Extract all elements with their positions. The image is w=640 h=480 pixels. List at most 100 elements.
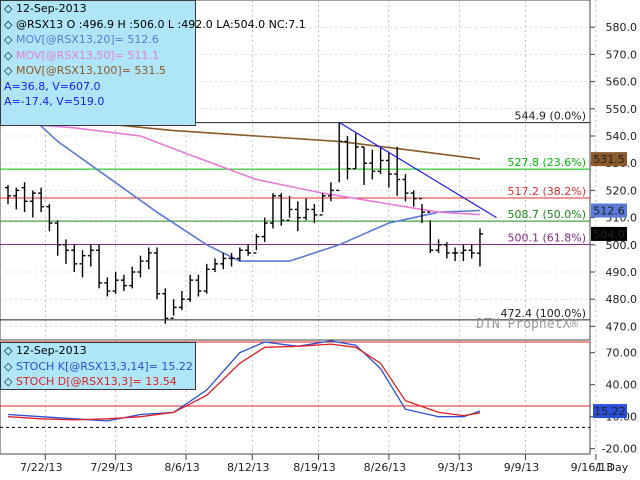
ohlc-bar xyxy=(327,182,334,202)
y-tick-label: 540.0 xyxy=(606,130,638,143)
ohlc-bar xyxy=(286,195,293,222)
ohlc-bar xyxy=(476,228,483,267)
x-tick-label: 7/29/13 xyxy=(90,461,132,474)
stoch-line xyxy=(7,343,481,421)
y-tick-label: 560.0 xyxy=(606,76,638,89)
legend-mov100[interactable]: ◇ MOV[@RSX13,100]= 531.5 xyxy=(4,64,166,77)
x-tick-label: 9/16/13 xyxy=(571,461,613,474)
y-tick-label: 480.0 xyxy=(606,293,638,306)
fib-level-label: 472.4 (100.0%) xyxy=(500,307,586,320)
legend-stoch-d[interactable]: ◇ STOCH D[@RSX13,3]= 13.54 xyxy=(4,375,177,388)
y-tick-label: 580.0 xyxy=(606,21,638,34)
ohlc-bar xyxy=(468,244,475,259)
x-tick-label: 9/9/13 xyxy=(504,461,539,474)
ohlc-bar xyxy=(336,122,343,192)
ohlc-bar xyxy=(460,244,467,262)
ohlc-bar xyxy=(5,184,11,204)
stoch-date: ◇ 12-Sep-2013 xyxy=(4,344,87,357)
period-label: 1 Day xyxy=(596,461,629,474)
fib-level-label: 508.7 (50.0%) xyxy=(507,208,586,221)
stoch-y-tick-label: 40.00 xyxy=(606,379,638,392)
stoch-line xyxy=(7,340,481,422)
y-tick-label: 490.0 xyxy=(606,266,638,279)
stoch-y-tick-label: -20.00 xyxy=(602,443,637,456)
ohlc-bar xyxy=(361,146,368,185)
ohlc-bar xyxy=(369,149,376,180)
ohlc-bar xyxy=(352,133,359,170)
ohlc-bar xyxy=(87,244,94,267)
ohlc-bar xyxy=(394,146,401,196)
y-tick-label: 500.0 xyxy=(606,239,638,252)
watermark: DTN ProphetX® xyxy=(476,317,578,332)
ohlc-bar xyxy=(21,182,28,213)
ohlc-bar xyxy=(62,239,69,264)
ohlc-bar xyxy=(443,242,450,259)
x-tick-label: 8/19/13 xyxy=(293,461,335,474)
y-tick-label: 520.0 xyxy=(606,184,638,197)
fib-level-label: 500.1 (61.8%) xyxy=(507,232,586,245)
ohlc-bar xyxy=(212,258,218,272)
trendline-info-1: A=36.8, V=607.0 xyxy=(4,79,101,93)
ohlc-bar xyxy=(427,211,434,253)
diamond-icon: ◇ xyxy=(4,48,16,62)
diamond-icon: ◇ xyxy=(4,359,16,373)
ohlc-bar xyxy=(38,187,45,213)
x-tick-label: 8/6/13 xyxy=(164,461,199,474)
ohlc-bar xyxy=(79,250,86,278)
ohlc-bar xyxy=(120,274,127,292)
diamond-icon: ◇ xyxy=(4,33,16,46)
legend-stoch-k[interactable]: ◇ STOCH K[@RSX13,3,14]= 15.22 xyxy=(4,359,193,373)
ohlc-bar xyxy=(145,247,152,270)
ohlc-bar xyxy=(452,247,459,262)
ohlc-bar xyxy=(319,193,326,216)
x-tick-label: 8/12/13 xyxy=(227,461,269,474)
price-tag-box xyxy=(591,152,627,167)
x-tick-label: 9/3/13 xyxy=(438,461,473,474)
trendline-info-2: A=-17.4, V=519.0 xyxy=(4,95,105,108)
price-panel xyxy=(0,0,591,341)
ohlc-bar xyxy=(435,239,442,253)
ohlc-bar xyxy=(236,247,243,262)
diamond-icon: ◇ xyxy=(4,64,16,77)
ohlc-bar xyxy=(104,277,111,297)
ohlc-bar xyxy=(112,272,119,294)
fib-level-label: 544.9 (0.0%) xyxy=(514,110,586,123)
stoch-value-tag-label: 15.22 xyxy=(594,405,626,418)
legend-mov20[interactable]: ◇ MOV[@RSX13,20]= 512.6 xyxy=(4,33,159,46)
price-tag-box xyxy=(591,203,627,218)
price-legend-box: ◇ 12-Sep-2013 ◇ @RSX13 O :496.9 H :506.0… xyxy=(0,0,306,126)
y-tick-label: 570.0 xyxy=(606,48,638,61)
y-tick-label: 470.0 xyxy=(606,320,638,333)
ohlc-bar xyxy=(294,201,301,232)
price-tag-label: 504.0 xyxy=(593,228,625,241)
ohlc-bar xyxy=(245,244,252,256)
ohlc-bar xyxy=(187,274,194,302)
ohlc-bar xyxy=(402,174,409,202)
ohlc-bar xyxy=(29,190,36,218)
ohlc-bar xyxy=(385,152,392,188)
ohlc-bar xyxy=(195,274,202,297)
stoch-y-tick-label: 70.00 xyxy=(606,347,638,360)
ohlc-bar xyxy=(137,255,144,278)
ohlc-bar xyxy=(13,187,20,210)
fib-level-label: 527.8 (23.6%) xyxy=(507,156,586,169)
diamond-icon: ◇ xyxy=(4,2,16,15)
ohlc-bar xyxy=(96,244,103,289)
ohlc-bar xyxy=(278,193,285,226)
x-tick-label: 7/22/13 xyxy=(20,461,62,474)
ohlc-bar xyxy=(344,136,351,180)
ohlc-bar xyxy=(377,146,384,175)
ohlc-bar xyxy=(46,204,53,232)
trendline xyxy=(338,121,497,219)
ohlc-bar xyxy=(129,266,136,289)
legend-mov50[interactable]: ◇ MOV[@RSX13,50]= 511.1 xyxy=(4,48,159,62)
ohlc-bar xyxy=(170,299,177,319)
ohlc-bar xyxy=(303,198,310,221)
ohlc-bar xyxy=(220,252,227,270)
ohlc-bar xyxy=(419,197,425,224)
quote-line: ◇ @RSX13 O :496.9 H :506.0 L :492.0 LA:5… xyxy=(4,17,306,31)
stoch-value-tag-box xyxy=(593,404,627,419)
ohlc-bar xyxy=(269,193,276,229)
ohlc-bar xyxy=(261,217,268,243)
